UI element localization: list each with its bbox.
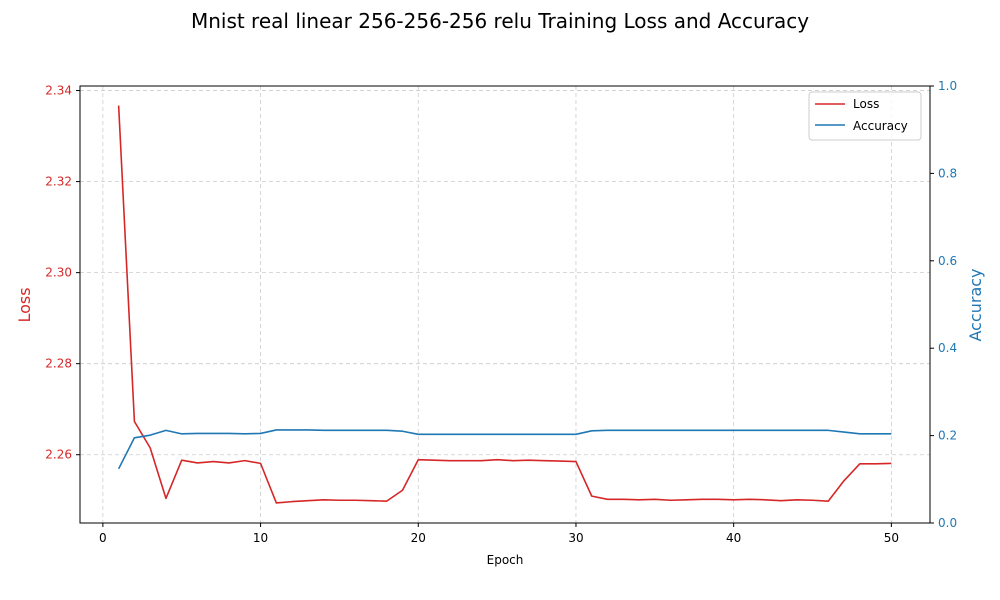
accuracy-tick-label: 0.2	[938, 429, 957, 443]
accuracy-series-line	[117, 429, 892, 470]
chart-title: Mnist real linear 256-256-256 relu Train…	[191, 9, 809, 33]
loss-tick-label: 2.34	[45, 84, 72, 98]
accuracy-tick-label: 0.8	[938, 166, 957, 180]
loss-axis-ticks: 2.26 2.28 2.30 2.32 2.34	[45, 84, 80, 462]
x-tick-label: 0	[99, 531, 107, 545]
x-tick-label: 10	[253, 531, 268, 545]
x-axis-label: Epoch	[487, 553, 524, 567]
plot-area-frame	[79, 85, 931, 524]
x-axis-ticks: 0 10 20 30 40 50	[99, 523, 899, 545]
accuracy-tick-label: 1.0	[938, 79, 957, 93]
accuracy-tick-label: 0.4	[938, 341, 957, 355]
accuracy-axis-ticks: 0.0 0.2 0.4 0.6 0.8 1.0	[930, 79, 957, 530]
x-tick-label: 40	[726, 531, 741, 545]
loss-tick-label: 2.28	[45, 357, 72, 371]
loss-tick-label: 2.32	[45, 175, 72, 189]
series-lines	[117, 105, 892, 504]
accuracy-tick-label: 0.0	[938, 516, 957, 530]
loss-axis-label: Loss	[15, 287, 34, 322]
x-tick-label: 30	[568, 531, 583, 545]
accuracy-tick-label: 0.6	[938, 254, 957, 268]
legend-loss-label: Loss	[853, 97, 879, 111]
x-tick-label: 50	[884, 531, 899, 545]
x-tick-label: 20	[411, 531, 426, 545]
legend-accuracy-label: Accuracy	[853, 119, 908, 133]
grid	[80, 86, 930, 523]
loss-series-line	[117, 105, 892, 504]
legend: Loss Accuracy	[808, 91, 922, 141]
loss-tick-label: 2.30	[45, 266, 72, 280]
loss-tick-label: 2.26	[45, 448, 72, 462]
accuracy-axis-label: Accuracy	[966, 268, 985, 341]
